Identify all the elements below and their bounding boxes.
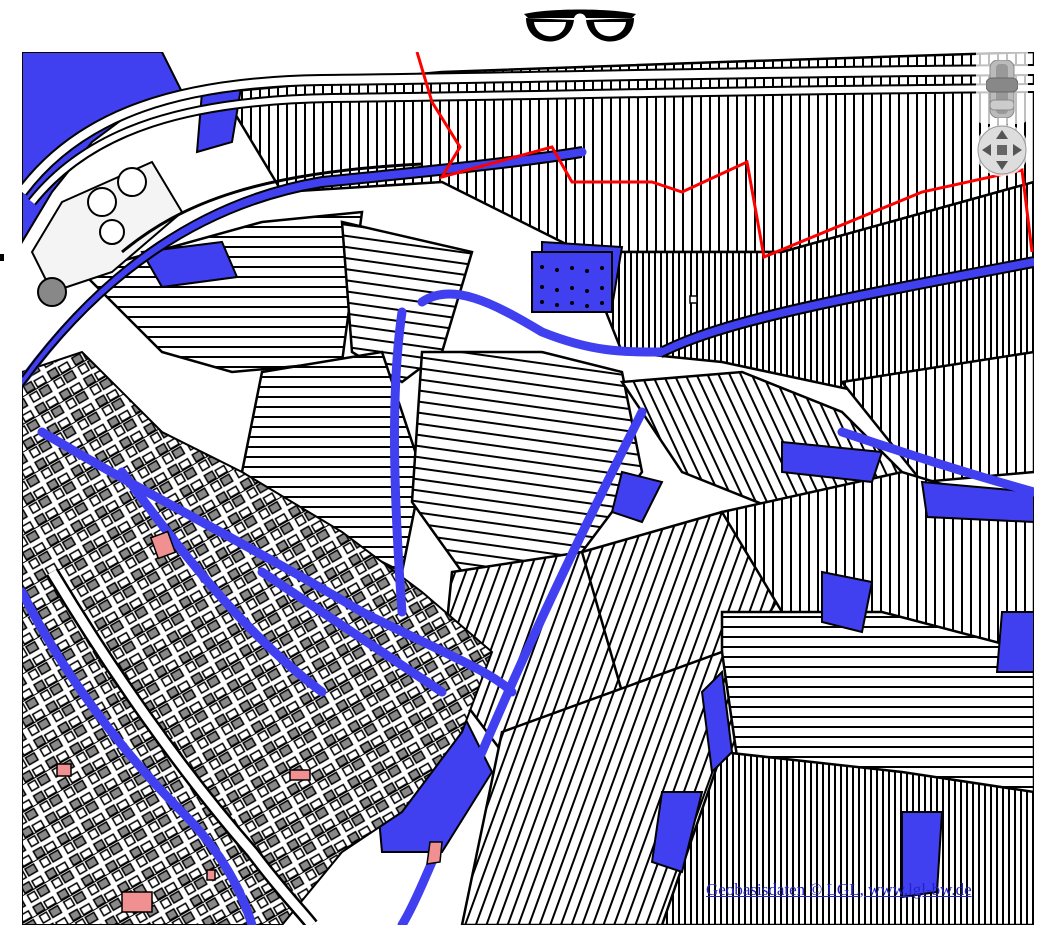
glasses-icon[interactable] <box>520 4 640 50</box>
highway <box>22 64 1034 254</box>
cadastral-map[interactable] <box>22 52 1034 925</box>
roads <box>22 147 1034 925</box>
vineyard-block <box>531 251 613 313</box>
boundary-line <box>415 52 1034 260</box>
zoom-slider-icon[interactable] <box>986 60 1018 118</box>
map-marker-square <box>689 295 698 304</box>
map-attribution[interactable]: Geobasisdaten © LGL, www.lgl-bw.de <box>706 880 996 899</box>
pan-arrows-icon[interactable] <box>976 124 1028 176</box>
attribution-link[interactable]: Geobasisdaten © LGL, www.lgl-bw.de <box>706 880 972 899</box>
field-parcels <box>79 52 1034 925</box>
edge-marker <box>0 254 4 261</box>
pan-control[interactable] <box>976 124 1028 176</box>
road-outlines <box>22 146 1034 388</box>
zoom-control[interactable] <box>976 52 1028 124</box>
special-buildings <box>56 530 443 913</box>
industrial-area <box>30 160 184 307</box>
railway <box>45 568 318 925</box>
